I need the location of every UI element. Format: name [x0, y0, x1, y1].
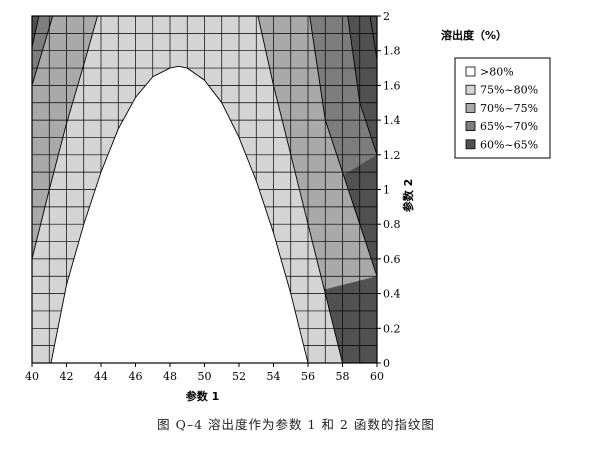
y-axis-title: 参数 2 — [401, 179, 415, 212]
x-tick-label: 58 — [336, 370, 350, 383]
contour-80 — [50, 65, 309, 364]
y-tick-label: 1.4 — [383, 114, 401, 127]
x-tick-label: 60 — [370, 370, 384, 383]
legend: >80% 75%~80% 70%~75% 65%~70% 60%~65% — [454, 57, 551, 159]
x-axis: 40 42 44 46 48 50 52 54 56 58 60 — [25, 363, 384, 383]
x-tick-label: 46 — [129, 370, 143, 383]
y-tick-label: 1.8 — [383, 45, 401, 58]
x-tick-label: 56 — [301, 370, 315, 383]
grid-lines — [31, 15, 378, 364]
x-tick-label: 54 — [267, 370, 281, 383]
contour-line-right — [309, 15, 378, 277]
x-tick-label: 52 — [232, 370, 246, 383]
legend-label: >80% — [480, 66, 514, 79]
contour-line-left — [31, 15, 98, 260]
legend-swatch — [465, 84, 476, 95]
contour-line-left — [31, 15, 40, 48]
legend-label: 75%~80% — [480, 84, 538, 97]
contour-line-right — [369, 15, 378, 60]
x-tick-label: 40 — [25, 370, 39, 383]
y-tick-label: 0.4 — [383, 288, 401, 301]
contour-lines — [31, 15, 378, 364]
x-tick-label: 42 — [60, 370, 74, 383]
y-tick-label: 0.2 — [383, 322, 401, 335]
y-tick-label: 0.6 — [383, 253, 401, 266]
legend-label: 70%~75% — [480, 102, 538, 115]
legend-swatch — [465, 121, 476, 131]
y-tick-label: 0 — [383, 357, 390, 370]
legend-swatch — [465, 66, 476, 77]
y-tick-label: 1.6 — [383, 79, 401, 92]
x-axis-title: 参数 1 — [186, 389, 219, 403]
legend-label: 60%~65% — [480, 138, 538, 151]
contour-line-left — [31, 15, 54, 86]
legend-swatch — [465, 103, 476, 113]
x-tick-label: 48 — [163, 370, 177, 383]
y-tick-label: 1 — [383, 184, 390, 197]
legend-label: 65%~70% — [480, 120, 538, 133]
y-tick-label: 1.2 — [383, 149, 401, 162]
y-tick-label: 2 — [383, 10, 390, 23]
contour-line-right — [347, 15, 378, 155]
x-tick-label: 44 — [94, 370, 108, 383]
legend-title: 溶出度（%） — [441, 28, 507, 42]
legend-swatch — [465, 139, 476, 150]
y-axis: 0 0.2 0.4 0.6 0.8 1 1.2 1.4 1.6 1.8 2 — [377, 10, 401, 370]
figure-caption: 图 Q–4 溶出度作为参数 1 和 2 函数的指纹图 — [157, 417, 435, 432]
contour-line-right — [257, 15, 343, 364]
y-tick-label: 0.8 — [383, 218, 401, 231]
x-tick-label: 50 — [198, 370, 212, 383]
